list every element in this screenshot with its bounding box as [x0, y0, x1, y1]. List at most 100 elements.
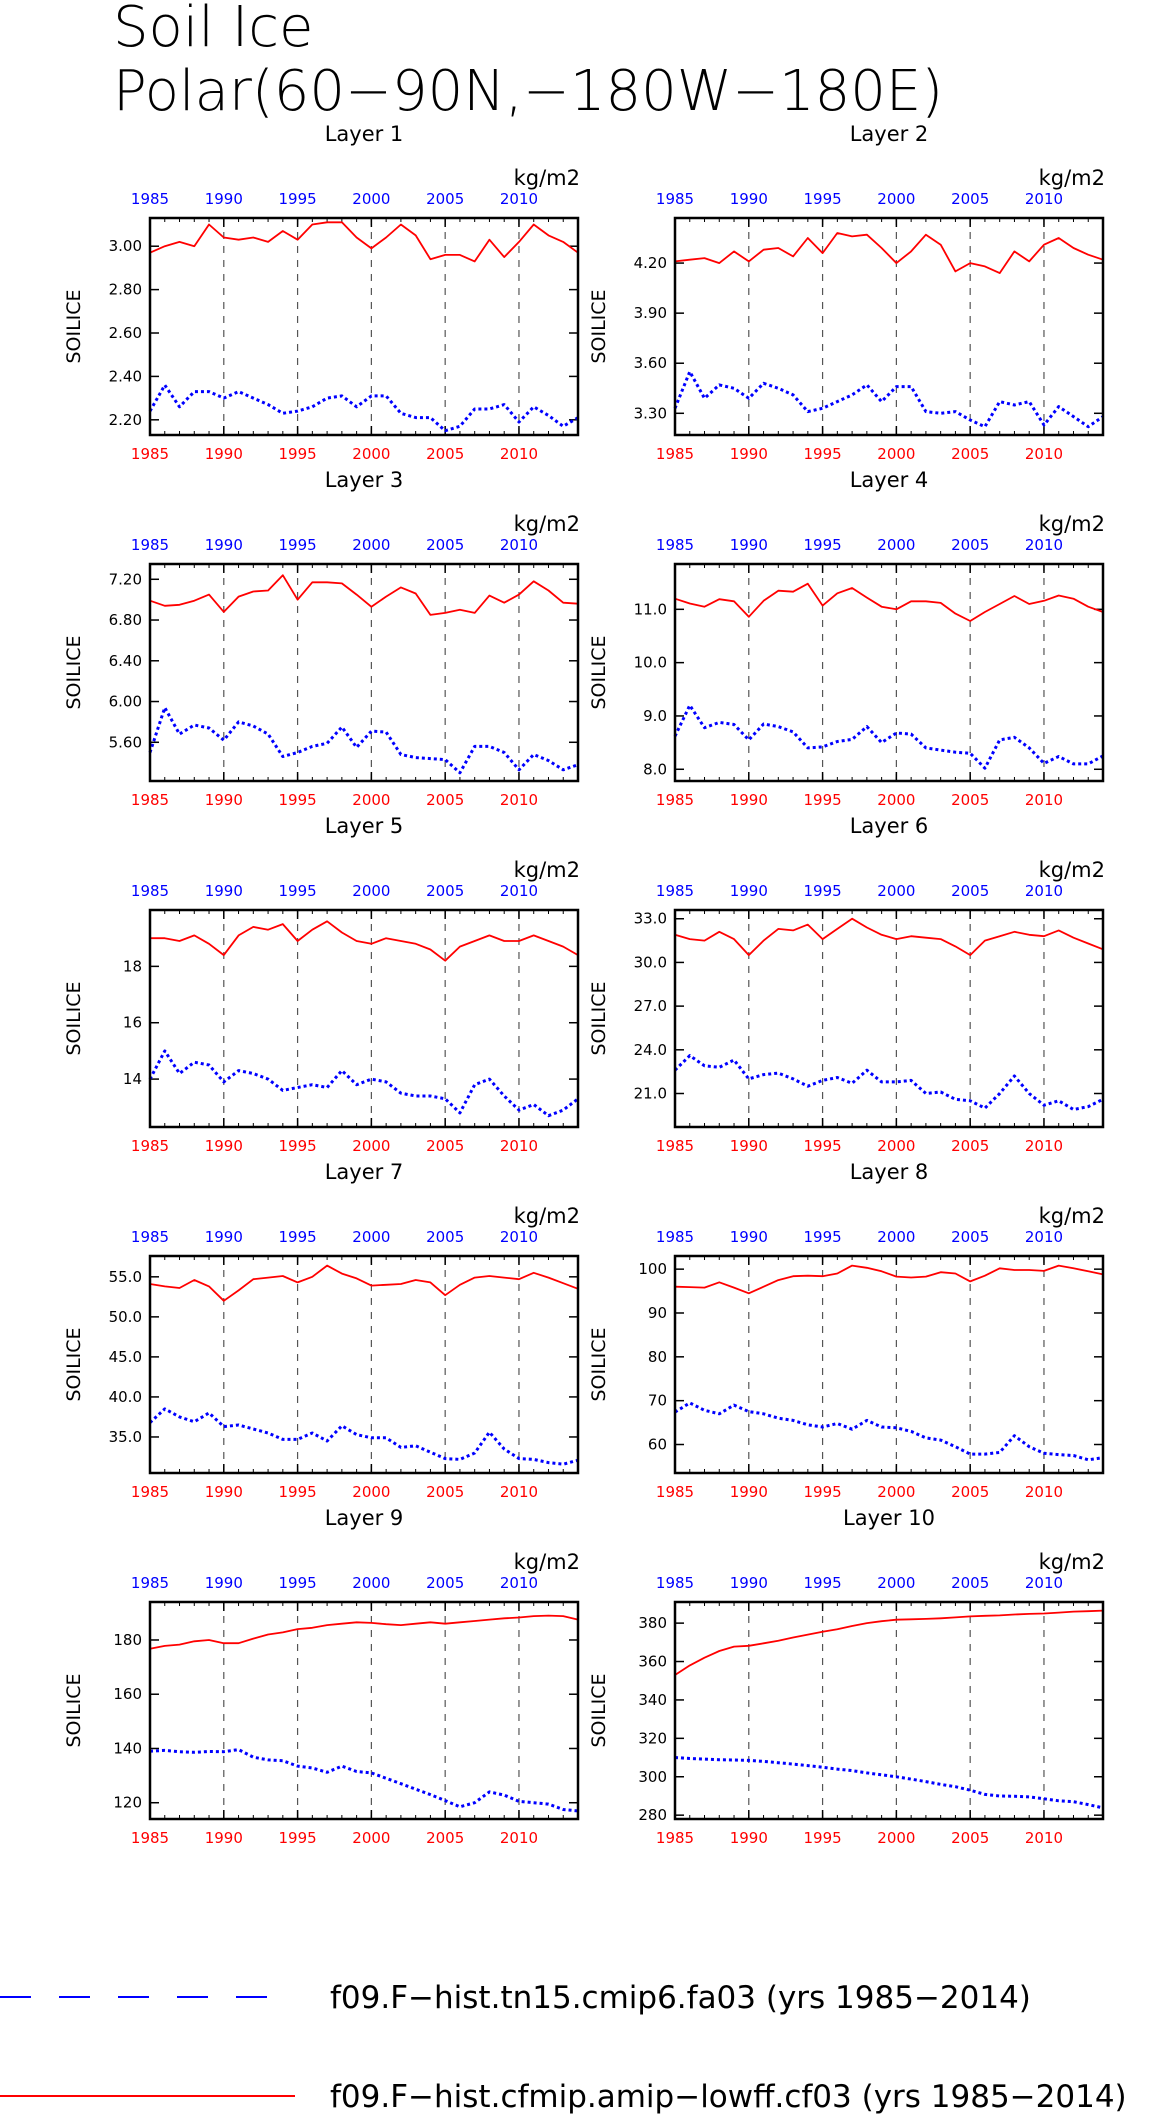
plot-frame	[148, 908, 580, 1129]
x-tick-label-bottom: 2000	[877, 1483, 915, 1501]
x-tick-label-top: 1995	[278, 882, 316, 900]
x-tick-label-top: 2010	[500, 190, 538, 208]
x-tick-label-bottom: 2005	[426, 445, 464, 463]
y-tick-label: 11.0	[634, 600, 667, 618]
x-tick-label-top: 2005	[951, 536, 989, 554]
units-label: kg/m2	[1039, 858, 1105, 882]
x-tick-label-top: 2005	[426, 536, 464, 554]
x-tick-label-top: 1985	[131, 1228, 169, 1246]
x-tick-label-bottom: 2005	[426, 1829, 464, 1847]
y-tick-label: 280	[638, 1806, 667, 1824]
series2-line	[149, 574, 579, 616]
series1-line	[673, 370, 1104, 429]
y-axis-label: SOILICE	[588, 1673, 610, 1747]
x-tick-label-bottom: 1995	[803, 445, 841, 463]
series1-line	[674, 1756, 1104, 1810]
x-tick-label-bottom: 1995	[803, 1483, 841, 1501]
series1-line	[674, 1401, 1104, 1462]
x-tick-label-top: 2010	[1025, 882, 1063, 900]
x-tick-label-top: 2000	[352, 190, 390, 208]
units-label: kg/m2	[1039, 166, 1105, 190]
x-tick-label-top: 2000	[877, 882, 915, 900]
x-tick-label-top: 1995	[278, 536, 316, 554]
x-tick-label-top: 2010	[1025, 1228, 1063, 1246]
x-tick-label-top: 1990	[205, 882, 243, 900]
y-tick-label: 90	[648, 1304, 667, 1322]
series2-line	[674, 917, 1104, 956]
plot-frame	[673, 1600, 1105, 1821]
y-axis-label: SOILICE	[588, 981, 610, 1055]
x-tick-label-bottom: 2000	[352, 1829, 390, 1847]
x-tick-label-bottom: 1990	[205, 1137, 243, 1155]
y-axis-label: SOILICE	[63, 289, 85, 363]
y-tick-label: 45.0	[109, 1348, 142, 1366]
x-tick-label-top: 2000	[877, 1574, 915, 1592]
units-label: kg/m2	[514, 166, 580, 190]
x-tick-label-top: 1990	[730, 1228, 768, 1246]
series1-line	[148, 383, 579, 433]
series2-line	[674, 232, 1104, 275]
legend-label-series2: f09.F−hist.cfmip.amip−lowff.cf03 (yrs 19…	[330, 2079, 1127, 2115]
y-tick-label: 40.0	[109, 1388, 142, 1406]
x-tick-label-top: 2010	[500, 1228, 538, 1246]
x-tick-label-top: 1985	[656, 1574, 694, 1592]
x-tick-label-top: 2010	[500, 882, 538, 900]
y-axis-label: SOILICE	[63, 635, 85, 709]
x-tick-label-bottom: 2005	[951, 1137, 989, 1155]
panels-group: Layer 1 kg/m2 SOILICE 1985 1985 1990 1990 1995 1…	[63, 122, 1105, 1847]
x-tick-label-top: 1995	[803, 1228, 841, 1246]
x-tick-label-bottom: 2010	[1025, 1137, 1063, 1155]
x-tick-label-top: 1995	[278, 1574, 316, 1592]
y-axis-label: SOILICE	[63, 1327, 85, 1401]
plot-frame	[148, 216, 580, 437]
x-tick-label-top: 2010	[1025, 536, 1063, 554]
x-tick-label-top: 1985	[131, 190, 169, 208]
plot-frame	[148, 1254, 580, 1475]
x-tick-label-bottom: 1995	[278, 1829, 316, 1847]
y-tick-label: 18	[123, 957, 142, 975]
y-tick-label: 180	[113, 1631, 142, 1649]
panel-title: Layer 2	[850, 122, 929, 146]
y-tick-label: 340	[638, 1691, 667, 1709]
x-tick-label-bottom: 2010	[500, 1829, 538, 1847]
y-tick-label: 3.90	[634, 304, 667, 322]
y-tick-label: 30.0	[634, 953, 667, 971]
x-tick-label-top: 2000	[877, 1228, 915, 1246]
plot-frame	[673, 908, 1105, 1129]
x-tick-label-bottom: 2010	[1025, 1483, 1063, 1501]
panel-title: Layer 9	[325, 1506, 404, 1530]
series1-line	[148, 1049, 579, 1118]
y-tick-label: 140	[113, 1739, 142, 1757]
y-tick-label: 9.0	[643, 707, 667, 725]
y-tick-label: 3.00	[109, 237, 142, 255]
x-tick-label-bottom: 1985	[131, 1829, 169, 1847]
x-tick-label-bottom: 1985	[131, 1137, 169, 1155]
panel-10: Layer 10 kg/m2 SOILICE 1985 1985 1990 1990 1995…	[588, 1506, 1105, 1847]
x-tick-label-top: 2005	[426, 1228, 464, 1246]
x-tick-label-bottom: 1985	[656, 1829, 694, 1847]
x-tick-label-bottom: 1990	[205, 445, 243, 463]
x-tick-label-top: 1990	[730, 1574, 768, 1592]
y-tick-label: 50.0	[109, 1308, 142, 1326]
figure-title-line2: Polar(60−90N,−180W−180E)	[113, 59, 943, 124]
x-tick-label-bottom: 2000	[352, 445, 390, 463]
y-tick-label: 2.60	[109, 324, 142, 342]
x-tick-label-top: 1990	[730, 536, 768, 554]
x-tick-label-bottom: 2005	[951, 1829, 989, 1847]
figure-title-line1: Soil Ice	[113, 0, 313, 60]
units-label: kg/m2	[514, 512, 580, 536]
units-label: kg/m2	[514, 858, 580, 882]
x-tick-label-bottom: 1990	[730, 1829, 768, 1847]
x-tick-label-top: 1985	[656, 536, 694, 554]
x-tick-label-bottom: 2010	[1025, 1829, 1063, 1847]
panel-3: Layer 3 kg/m2 SOILICE 1985 1985 1990 1990 1995 1…	[63, 468, 580, 809]
panel-2: Layer 2 kg/m2 SOILICE 1985 1985 1990 1990 1995 1…	[588, 122, 1105, 463]
x-tick-label-bottom: 1990	[730, 445, 768, 463]
panel-title: Layer 1	[325, 122, 404, 146]
x-tick-label-bottom: 1995	[278, 791, 316, 809]
x-tick-label-top: 1985	[131, 536, 169, 554]
units-label: kg/m2	[1039, 1204, 1105, 1228]
y-tick-label: 60	[648, 1436, 667, 1454]
x-tick-label-top: 1990	[205, 1574, 243, 1592]
